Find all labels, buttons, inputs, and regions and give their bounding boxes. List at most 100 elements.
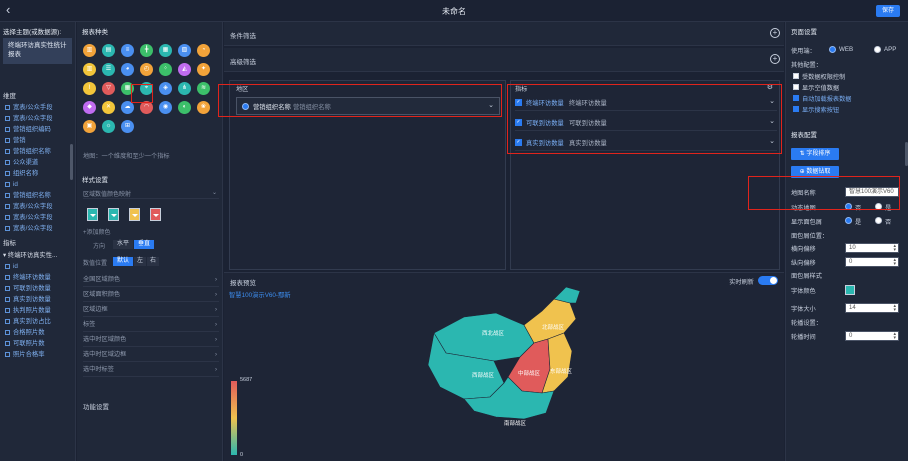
checkbox-checked-icon[interactable]: ✓ bbox=[515, 139, 522, 146]
checkbox-checked[interactable] bbox=[793, 106, 799, 112]
dimension-item[interactable]: 宽表/公众字段 bbox=[5, 201, 75, 212]
rose-chart-icon[interactable]: ❀ bbox=[197, 101, 210, 114]
table-chart-icon[interactable]: ▦ bbox=[121, 82, 134, 95]
sankey-chart-icon[interactable]: ≋ bbox=[197, 82, 210, 95]
heatmap-chart-icon[interactable]: ◈ bbox=[159, 82, 172, 95]
dimension-item[interactable]: 宽表/公众手段 bbox=[5, 102, 75, 113]
option-row[interactable]: 选中时标签 › bbox=[83, 363, 219, 377]
cross-bar-icon[interactable]: ╋ bbox=[140, 44, 153, 57]
condition-filter-row[interactable]: 条件筛选 + bbox=[224, 22, 784, 46]
direction-horizontal[interactable]: 水平 bbox=[113, 240, 133, 249]
checkbox[interactable] bbox=[793, 73, 799, 79]
checkbox-checked-icon[interactable]: ✓ bbox=[515, 119, 522, 126]
map-name-input[interactable]: 智慧100演示V60 bbox=[845, 187, 899, 197]
dimension-item[interactable]: 组织名称 bbox=[5, 168, 75, 179]
color-swatch[interactable] bbox=[150, 208, 161, 221]
checkbox[interactable] bbox=[793, 84, 799, 90]
dimension-drop-area[interactable]: 地区 营销组织名称 营销组织名称 ⌄ bbox=[229, 80, 506, 270]
horizontal-bar-icon[interactable]: ≡ bbox=[121, 44, 134, 57]
save-button[interactable]: 保存 bbox=[876, 5, 900, 17]
back-arrow-icon[interactable]: ‹ bbox=[6, 2, 11, 17]
sunburst-chart-icon[interactable]: ☼ bbox=[102, 120, 115, 133]
option-row[interactable]: 区域面积颜色 › bbox=[83, 288, 219, 302]
chevron-down-icon[interactable]: ⌄ bbox=[769, 98, 775, 105]
app-radio[interactable] bbox=[874, 46, 881, 53]
chevron-down-icon[interactable]: ⌄ bbox=[488, 102, 494, 109]
checkbox-checked-icon[interactable]: ✓ bbox=[515, 99, 522, 106]
metric-field[interactable]: ✓ 真实到访数量 真实到访数量 ⌄ bbox=[515, 135, 777, 151]
dimension-item[interactable]: id bbox=[5, 179, 75, 190]
data-drill-button[interactable]: ⊕ 数据钻取 bbox=[791, 166, 839, 178]
metric-item[interactable]: 终端环访数量 bbox=[5, 272, 75, 283]
stepper-icon[interactable]: ▴ ▾ bbox=[893, 331, 896, 341]
stepper-icon[interactable]: ▴ ▾ bbox=[893, 257, 896, 267]
stepper-icon[interactable]: ▴ ▾ bbox=[893, 303, 896, 313]
checkbox-checked[interactable] bbox=[793, 95, 799, 101]
bar-chart-icon[interactable]: ▥ bbox=[83, 44, 96, 57]
metric-item[interactable]: 可联到访数量 bbox=[5, 283, 75, 294]
radar-chart-icon[interactable]: ✦ bbox=[197, 63, 210, 76]
china-map[interactable]: 西北战区 北部战区 中部战区 西部战区 东部战区 南部战区 bbox=[224, 273, 784, 461]
progress-chart-icon[interactable]: ◠ bbox=[140, 101, 153, 114]
option-row[interactable]: 选中时区域颜色 › bbox=[83, 333, 219, 347]
area-chart-icon[interactable]: ◭ bbox=[178, 63, 191, 76]
tree-chart-icon[interactable]: ⋔ bbox=[178, 82, 191, 95]
bar-line-icon[interactable]: ▧ bbox=[178, 44, 191, 57]
function-settings-title[interactable]: 功能设置 bbox=[83, 404, 109, 411]
stacked-bar-icon[interactable]: ▤ bbox=[102, 44, 115, 57]
advanced-filter-row[interactable]: 高级筛选 + bbox=[224, 48, 784, 72]
realtime-refresh-toggle[interactable] bbox=[758, 276, 778, 285]
chevron-down-icon[interactable]: ⌄ bbox=[769, 138, 775, 145]
scatter-chart-icon[interactable]: ⁘ bbox=[159, 63, 172, 76]
card-chart-icon[interactable]: ◆ bbox=[83, 101, 96, 114]
dimension-item[interactable]: 营销组织编码 bbox=[5, 124, 75, 135]
metric-field[interactable]: ✓ 可联到访数量 可联到访数量 ⌄ bbox=[515, 115, 777, 131]
add-icon[interactable]: + bbox=[770, 54, 780, 64]
donut-chart-icon[interactable]: ◕ bbox=[121, 63, 134, 76]
metric-group[interactable]: ▾ 终端环访真实性... bbox=[3, 252, 58, 259]
chevron-down-icon[interactable]: ⌄ bbox=[769, 118, 775, 125]
scrollbar[interactable] bbox=[70, 144, 73, 180]
metric-item[interactable]: 照片合格率 bbox=[5, 349, 75, 360]
position-default[interactable]: 默认 bbox=[113, 257, 133, 266]
add-color-link[interactable]: +添加颜色 bbox=[83, 230, 111, 236]
stepper-icon[interactable]: ▴ ▾ bbox=[893, 243, 896, 253]
dimension-item[interactable]: 宽表/公众字段 bbox=[5, 113, 75, 124]
direction-vertical[interactable]: 垂直 bbox=[134, 240, 154, 249]
dynamic-map-yes-radio[interactable] bbox=[875, 203, 882, 210]
dimension-item[interactable]: 营销 bbox=[5, 135, 75, 146]
radio-selected-icon[interactable] bbox=[242, 103, 249, 110]
font-color-picker[interactable] bbox=[845, 285, 855, 295]
metric-item[interactable]: 可联照片数 bbox=[5, 338, 75, 349]
kline-chart-icon[interactable]: ⊞ bbox=[121, 120, 134, 133]
metric-item[interactable]: id bbox=[5, 261, 75, 272]
dimension-item[interactable]: 宽表/公众字段 bbox=[5, 223, 75, 234]
position-right[interactable]: 右 bbox=[147, 257, 159, 266]
metric-item[interactable]: 真实到访占比 bbox=[5, 316, 75, 327]
dimension-item[interactable]: 营销组织名称 bbox=[5, 190, 75, 201]
gauge-chart-icon[interactable]: ◴ bbox=[140, 63, 153, 76]
line-chart-icon[interactable]: ⌇ bbox=[83, 82, 96, 95]
gear-icon[interactable]: ⚙ bbox=[766, 84, 773, 91]
font-size-input[interactable]: 14 ▴ ▾ bbox=[845, 303, 899, 313]
dimension-item[interactable]: 宽表/公众字段 bbox=[5, 212, 75, 223]
metric-drop-area[interactable]: 指标 ⚙ ✓ 终端环访数量 终端环访数量 ⌄ ✓ 可联到访数量 可联到访数量 ⌄ ✓… bbox=[510, 80, 780, 270]
box-chart-icon[interactable]: ✕ bbox=[102, 101, 115, 114]
legend-gradient-bar[interactable] bbox=[231, 381, 237, 455]
show-bubble-no-radio[interactable] bbox=[875, 217, 882, 224]
position-left[interactable]: 左 bbox=[134, 257, 146, 266]
column-chart-icon[interactable]: ▥ bbox=[83, 63, 96, 76]
color-mapping-label[interactable]: 区域数值颜色映射 ⌄ bbox=[83, 190, 219, 199]
metric-item[interactable]: 合格照片数 bbox=[5, 327, 75, 338]
dimension-item[interactable]: 营销组织名称 bbox=[5, 146, 75, 157]
grouped-bar-icon[interactable]: ▦ bbox=[159, 44, 172, 57]
scrollbar[interactable] bbox=[905, 142, 908, 166]
vertical-offset-input[interactable]: 0 ▴ ▾ bbox=[845, 257, 899, 267]
dynamic-map-no-radio[interactable] bbox=[845, 203, 852, 210]
carousel-time-input[interactable]: 0 ▴ ▾ bbox=[845, 331, 899, 341]
option-row[interactable]: 区域边框 › bbox=[83, 303, 219, 317]
color-swatch[interactable] bbox=[108, 208, 119, 221]
metric-item[interactable]: 真实到访数量 bbox=[5, 294, 75, 305]
dimension-field[interactable]: 营销组织名称 营销组织名称 ⌄ bbox=[236, 97, 500, 115]
list-chart-icon[interactable]: ☰ bbox=[102, 63, 115, 76]
